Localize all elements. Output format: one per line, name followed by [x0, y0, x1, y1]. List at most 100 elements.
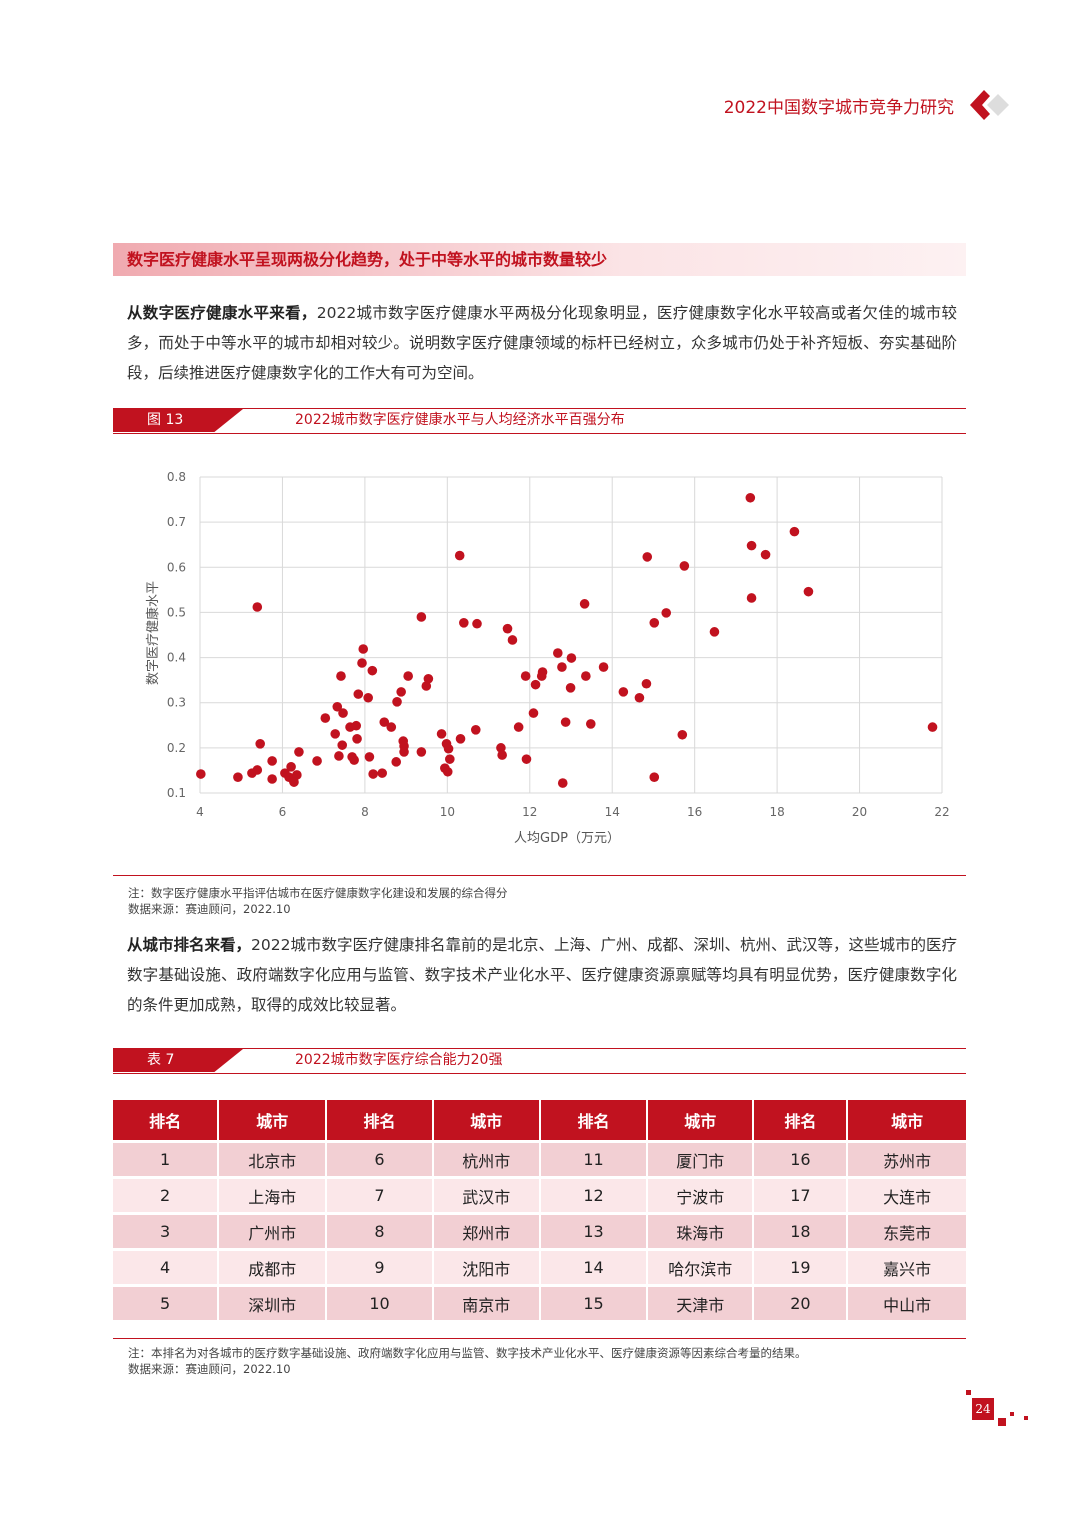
- table-cell: 苏州市: [848, 1143, 966, 1176]
- table-title: 2022城市数字医疗综合能力20强: [295, 1052, 503, 1068]
- scatter-point: [286, 762, 296, 772]
- scatter-point: [618, 687, 629, 697]
- scatter-point: [677, 729, 688, 740]
- table-source: 数据来源：赛迪顾问，2022.10: [128, 1362, 291, 1376]
- scatter-point: [336, 671, 346, 681]
- table-cell: 4: [113, 1251, 220, 1284]
- y-tick-label: 0.1: [167, 786, 186, 800]
- scatter-point: [521, 754, 532, 764]
- scatter-point: [566, 653, 577, 663]
- table-header-cell: 城市: [648, 1100, 755, 1140]
- divider: [113, 875, 966, 876]
- scatter-point: [530, 679, 541, 690]
- table-caption: 表 7 2022城市数字医疗综合能力20强: [113, 1048, 966, 1074]
- scatter-point: [581, 671, 591, 681]
- table-row: 5 深圳市 10 南京市 15 天津市 20 中山市: [113, 1287, 966, 1320]
- scatter-point: [537, 667, 548, 677]
- table-label: 表 7: [113, 1049, 243, 1072]
- scatter-point: [634, 692, 645, 703]
- scatter-point: [267, 756, 277, 766]
- table-cell: 上海市: [219, 1179, 328, 1212]
- scatter-point: [379, 717, 390, 727]
- scatter-point: [267, 774, 277, 784]
- scatter-point: [396, 687, 406, 697]
- scatter-point: [455, 734, 466, 744]
- scatter-point: [416, 747, 427, 757]
- scatter-point: [416, 612, 427, 622]
- scatter-point: [502, 623, 513, 634]
- scatter-point: [423, 673, 434, 684]
- x-tick-label: 16: [687, 805, 702, 819]
- scatter-point: [334, 751, 344, 761]
- scatter-point: [709, 627, 720, 637]
- x-tick-label: 10: [440, 805, 455, 819]
- table-cell: 嘉兴市: [848, 1251, 966, 1284]
- ranking-table: 排名 城市 排名 城市 排名 城市 排名 城市 1 北京市 6 杭州市 11 厦门市 16 苏州市 2 上海市 7 武…: [113, 1097, 966, 1323]
- paragraph-text: 2022城市数字医疗健康水平两极分化现象明显，医疗健康数字化水平较高或者欠佳的城…: [127, 304, 957, 382]
- scatter-point: [349, 755, 359, 765]
- scatter-point: [520, 671, 531, 681]
- scatter-point: [399, 747, 409, 757]
- table-cell: 6: [327, 1143, 434, 1176]
- y-tick-label: 0.4: [167, 651, 186, 665]
- scatter-point: [391, 757, 402, 767]
- table-header-cell: 城市: [433, 1100, 541, 1140]
- x-tick-label: 20: [852, 805, 867, 819]
- scatter-point: [746, 540, 757, 551]
- table-row: 4 成都市 9 沈阳市 14 哈尔滨市 19 嘉兴市: [113, 1251, 966, 1284]
- table-cell: 沈阳市: [433, 1251, 541, 1284]
- table-cell: 9: [327, 1251, 434, 1284]
- page-number: 24: [972, 1398, 994, 1420]
- table-cell: 大连市: [848, 1179, 966, 1212]
- table-cell: 13: [540, 1215, 649, 1248]
- table-cell: 中山市: [848, 1287, 966, 1320]
- scatter-point: [252, 602, 263, 612]
- scatter-point: [745, 492, 756, 503]
- x-tick-label: 8: [361, 805, 369, 819]
- figure-source: 数据来源：赛迪顾问，2022.10: [128, 902, 291, 916]
- table-cell: 天津市: [648, 1287, 755, 1320]
- scatter-point: [642, 552, 653, 562]
- header-title: 2022中国数字城市竞争力研究: [723, 98, 954, 118]
- table-header-cell: 城市: [848, 1100, 966, 1140]
- x-tick-label: 4: [196, 805, 204, 819]
- y-tick-label: 0.7: [167, 515, 186, 529]
- scatter-point: [927, 722, 938, 732]
- scatter-point: [252, 765, 263, 775]
- scatter-point: [579, 599, 590, 609]
- scatter-point: [255, 738, 265, 749]
- x-axis-label: 人均GDP（万元）: [514, 831, 620, 846]
- table-cell: 宁波市: [648, 1179, 755, 1212]
- table-cell: 3: [113, 1215, 220, 1248]
- scatter-point: [352, 734, 362, 744]
- footer-decoration: [966, 1390, 1028, 1426]
- table-cell: 5: [113, 1287, 220, 1320]
- table-row: 3 广州市 8 郑州市 13 珠海市 18 东莞市: [113, 1215, 966, 1248]
- table-cell: 15: [540, 1287, 649, 1320]
- scatter-point: [553, 648, 563, 658]
- table-cell: 17: [754, 1179, 849, 1212]
- table-header-cell: 排名: [754, 1100, 849, 1140]
- figure-label: 图 13: [113, 409, 243, 432]
- y-tick-label: 0.8: [167, 470, 186, 484]
- scatter-point: [442, 766, 453, 777]
- scatter-point: [320, 713, 331, 723]
- table-row: 1 北京市 6 杭州市 11 厦门市 16 苏州市: [113, 1143, 966, 1176]
- paragraph-text: 2022城市数字医疗健康排名靠前的是北京、上海、广州、成都、深圳、杭州、武汉等，…: [127, 936, 957, 1014]
- x-tick-label: 14: [605, 805, 620, 819]
- table-header-cell: 排名: [113, 1100, 220, 1140]
- y-tick-label: 0.3: [167, 696, 186, 710]
- table-cell: 广州市: [219, 1215, 328, 1248]
- table-cell: 郑州市: [433, 1215, 541, 1248]
- scatter-point: [386, 722, 397, 732]
- table-cell: 18: [754, 1215, 849, 1248]
- table-note: 注：本排名为对各城市的医疗数字基础设施、政府端数字化应用与监管、数字技术产业化水…: [128, 1346, 807, 1360]
- scatter-point: [330, 729, 341, 739]
- paragraph: 从数字医疗健康水平来看，2022城市数字医疗健康水平两极分化现象明显，医疗健康数…: [127, 298, 957, 388]
- scatter-point: [351, 720, 362, 731]
- scatter-point: [392, 697, 402, 707]
- y-tick-label: 0.2: [167, 741, 186, 755]
- scatter-point: [459, 618, 469, 628]
- scatter-point: [803, 586, 814, 597]
- scatter-point: [363, 692, 373, 703]
